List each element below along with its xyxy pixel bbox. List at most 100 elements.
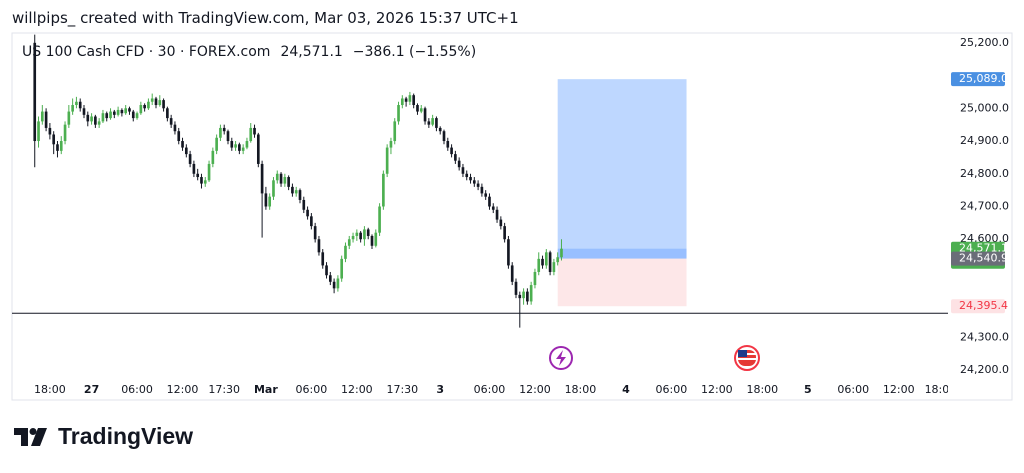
flag-canton — [738, 350, 747, 357]
candle-body — [526, 291, 529, 302]
tv-logo: TradingView — [14, 423, 193, 449]
candle-body — [37, 121, 40, 142]
x-tick-label: 06:00 — [656, 383, 688, 396]
x-tick-label: 12:00 — [519, 383, 551, 396]
logo-mark — [29, 428, 37, 435]
candle-body — [419, 108, 423, 112]
candle-body — [499, 219, 503, 227]
candle-body — [366, 229, 370, 236]
candle-body — [378, 206, 381, 233]
candle-body — [491, 206, 495, 210]
x-tick-label: 18:00 — [34, 383, 66, 396]
flag-stripe — [738, 358, 756, 360]
candle-body — [522, 291, 525, 299]
x-tick-label: 18:00 — [925, 383, 957, 396]
candle-body — [514, 281, 518, 295]
candle-body — [510, 265, 514, 282]
candle-body — [147, 101, 150, 109]
candle-body — [116, 109, 120, 115]
candle-body — [404, 98, 408, 102]
candle-body — [313, 226, 317, 240]
candle-body — [503, 226, 506, 240]
candle-body — [283, 177, 287, 184]
candle-body — [370, 235, 374, 246]
candle-body — [222, 127, 226, 132]
candle-body — [389, 141, 393, 148]
candle-body — [537, 258, 541, 272]
candle-body — [359, 232, 362, 240]
candle-body — [279, 173, 283, 184]
candle-body — [306, 209, 309, 217]
candle-body — [552, 262, 556, 272]
candle-body — [203, 180, 207, 184]
candle-body — [253, 127, 256, 135]
x-tick-label: 3 — [436, 383, 444, 396]
candle-body — [298, 190, 302, 200]
candle-body — [158, 100, 162, 106]
candle-body — [71, 105, 74, 112]
candle-body — [154, 98, 158, 106]
logo-text: TradingView — [58, 423, 193, 449]
x-tick-label: 12:00 — [883, 383, 915, 396]
candle-body — [56, 144, 59, 151]
candle-body — [131, 111, 135, 119]
candle-body — [192, 163, 196, 174]
candle-body — [351, 235, 355, 240]
candle-body — [476, 183, 480, 187]
candle-body — [416, 105, 419, 112]
candle-body — [385, 147, 389, 174]
y-tick-label: 24,200.0 — [960, 363, 1009, 376]
candle-body — [260, 163, 264, 194]
x-tick-label: 17:30 — [386, 383, 418, 396]
economic-event-icon[interactable] — [734, 345, 760, 371]
candle-body — [135, 113, 139, 119]
candle-body — [347, 239, 351, 246]
candle-body — [63, 124, 67, 142]
candle-body — [488, 196, 491, 207]
candle-body — [90, 116, 93, 122]
candle-body — [82, 108, 86, 115]
candle-body — [450, 147, 453, 155]
candle-body — [344, 245, 347, 259]
candle-body — [533, 271, 537, 286]
candle-body — [454, 154, 457, 161]
candle-body — [275, 173, 279, 181]
candle-body — [291, 186, 294, 194]
candle-body — [495, 209, 499, 220]
candle-body — [461, 167, 465, 174]
candle-body — [446, 141, 450, 148]
candle-body — [355, 232, 359, 236]
candle-body — [173, 124, 177, 132]
candle-body — [560, 248, 563, 258]
candle-body — [256, 134, 260, 164]
last-price-tag: 24,571.1 — [959, 242, 1008, 255]
candle-body — [294, 190, 298, 194]
candle-body — [541, 258, 544, 266]
candle-body — [325, 265, 328, 276]
candle-body — [287, 177, 290, 187]
candle-body — [33, 42, 37, 142]
header: willpips_ created with TradingView.com, … — [12, 9, 519, 27]
candle-body — [332, 281, 336, 289]
stop-tag: 24,395.4 — [959, 299, 1008, 312]
x-tick-label: 5 — [804, 383, 812, 396]
x-tick-label: 17:30 — [208, 383, 240, 396]
candle-body — [408, 95, 412, 102]
candle-body — [40, 111, 44, 122]
candle-body — [120, 109, 124, 114]
candle-body — [321, 252, 325, 266]
candle-body — [457, 160, 461, 168]
candle-body — [166, 108, 169, 119]
candle-body — [150, 98, 154, 102]
candle-body — [435, 118, 438, 128]
y-tick-label: 24,800.0 — [960, 167, 1009, 180]
candle-body — [215, 137, 218, 151]
candle-body — [112, 111, 116, 115]
target-tag: 25,089.0 — [959, 72, 1008, 85]
event-bolt — [556, 350, 566, 366]
candle-body — [124, 108, 128, 114]
change: −386.1 (−1.55%) — [353, 44, 476, 60]
y-tick-label: 24,700.0 — [960, 200, 1009, 213]
